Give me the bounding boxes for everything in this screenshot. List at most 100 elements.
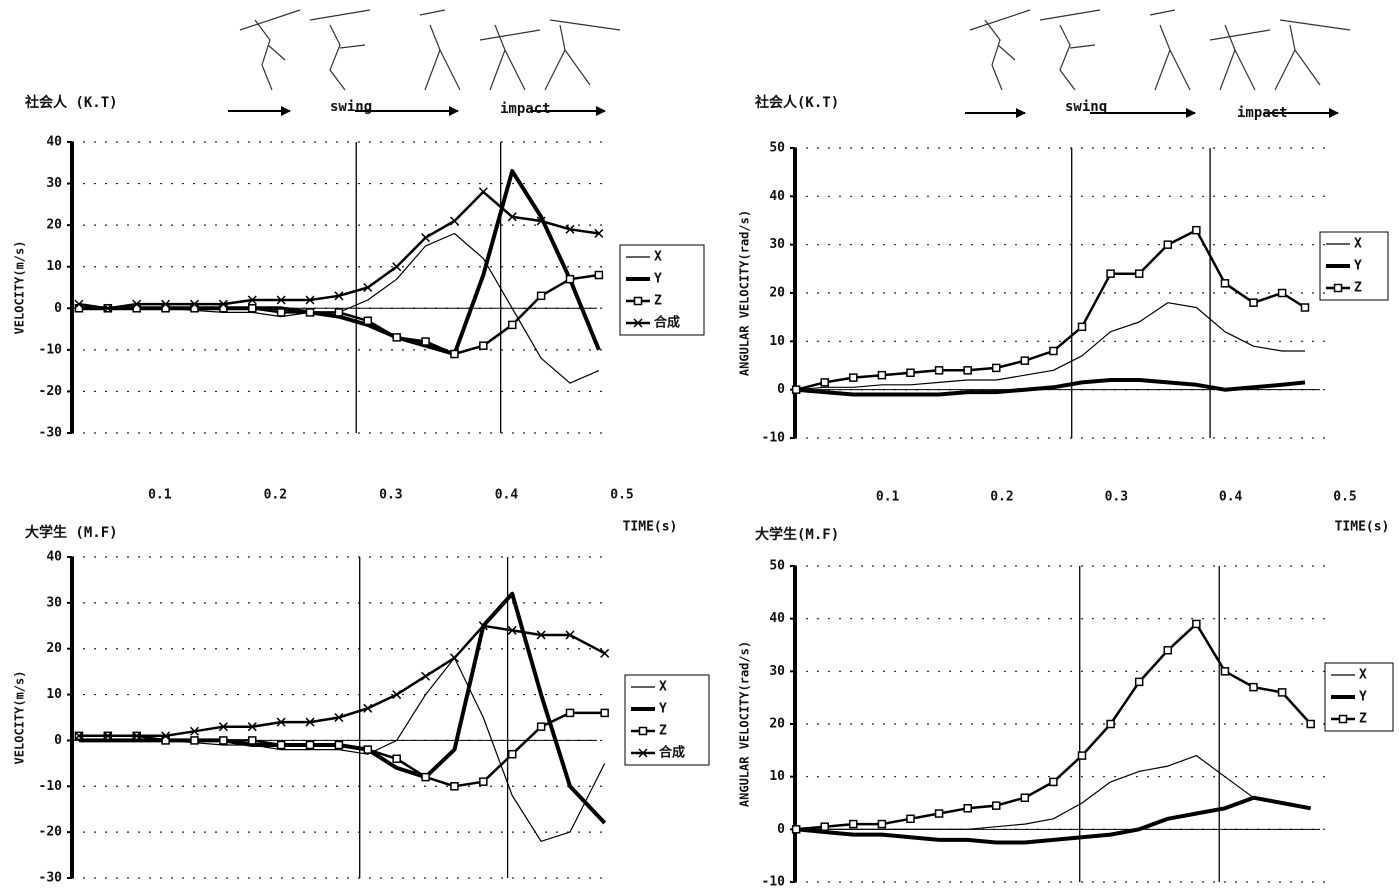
point-marker: [963, 804, 972, 813]
chart: 社会人 (K.T) swing impact VELOCITY(m/s) TIME(s)…: [13, 94, 705, 535]
point-marker: [638, 748, 648, 758]
point-marker: [276, 740, 286, 750]
point-marker: [594, 270, 604, 280]
point-marker: [820, 378, 829, 387]
point-marker: [1338, 714, 1348, 724]
series-line: [78, 190, 600, 310]
x-tick-label: 0.5: [1333, 490, 1356, 505]
point-marker: [934, 366, 944, 375]
point-marker: [421, 233, 431, 243]
series-line: [796, 302, 1305, 391]
annotation: swing: [330, 99, 372, 115]
point-marker: [74, 731, 84, 741]
point-marker: [536, 291, 546, 301]
point-marker: [218, 299, 228, 309]
point-marker: [1249, 298, 1258, 307]
y-tick-label: 30: [46, 595, 62, 610]
y-tick-label: 40: [46, 135, 62, 150]
point-marker: [1077, 751, 1087, 760]
y-tick-label: -30: [39, 871, 63, 886]
y-tick-label: 20: [769, 717, 785, 732]
legend-box: [619, 244, 705, 336]
legend-label: X: [1359, 668, 1367, 683]
point-marker: [363, 703, 373, 713]
point-marker: [392, 262, 402, 272]
chart-title: 大学生(M.F): [755, 526, 839, 543]
point-marker: [594, 228, 604, 238]
series-line: [796, 755, 1311, 830]
chart-title: 大学生 (M.F): [25, 524, 118, 541]
point-marker: [1049, 777, 1058, 787]
point-marker: [479, 341, 488, 350]
y-tick-label: -20: [39, 825, 63, 840]
legend-label: Z: [1354, 281, 1362, 296]
point-marker: [507, 749, 517, 759]
legend-label: Y: [659, 702, 667, 717]
point-marker: [934, 809, 944, 818]
x-tick-label: 0.2: [990, 490, 1013, 505]
series-line: [78, 169, 601, 356]
point-marker: [1333, 283, 1343, 293]
point-marker: [421, 337, 430, 346]
point-marker: [600, 648, 610, 658]
point-marker: [1277, 288, 1287, 298]
legend-label: Y: [654, 272, 662, 287]
point-marker: [421, 671, 431, 681]
y-tick-label: 40: [769, 189, 785, 204]
point-marker: [189, 299, 200, 309]
point-marker: [247, 295, 257, 305]
point-marker: [334, 740, 344, 750]
y-tick-label: 30: [46, 176, 62, 191]
y-tick-label: 10: [46, 259, 62, 274]
point-marker: [334, 291, 344, 301]
point-marker: [991, 801, 1001, 810]
legend-label: Y: [1359, 690, 1367, 705]
point-marker: [247, 722, 257, 732]
series-line: [78, 591, 607, 825]
point-marker: [536, 722, 546, 731]
point-marker: [392, 333, 401, 342]
annotation: impact: [500, 101, 551, 117]
point-marker: [449, 653, 459, 663]
point-marker: [248, 736, 257, 745]
point-marker: [638, 726, 648, 736]
y-tick-label: -30: [39, 426, 63, 441]
y-tick-label: 10: [769, 334, 785, 349]
y-tick-label: 40: [46, 550, 62, 565]
point-marker: [906, 814, 915, 824]
series-line: [795, 378, 1306, 397]
x-tick-label: 0.1: [876, 490, 900, 505]
chart-title: 社会人(K.T): [754, 94, 839, 111]
point-marker: [877, 370, 887, 380]
point-marker: [1220, 667, 1230, 676]
point-marker: [363, 745, 373, 754]
legend-box: [624, 674, 710, 766]
x-tick-label: 0.3: [1105, 490, 1128, 505]
point-marker: [392, 754, 401, 764]
point-marker: [565, 708, 575, 718]
y-tick-label: 50: [769, 559, 785, 574]
series-line: [795, 228, 1306, 391]
point-marker: [189, 726, 200, 736]
legend-label: Y: [1354, 259, 1362, 274]
point-marker: [103, 303, 113, 313]
point-marker: [478, 187, 488, 197]
point-marker: [963, 366, 972, 375]
x-axis-label: TIME(s): [623, 520, 678, 535]
series-line: [78, 657, 606, 842]
legend-label: 合成: [654, 315, 680, 331]
point-marker: [132, 299, 142, 309]
legend-label: Z: [654, 294, 662, 309]
point-marker: [74, 299, 84, 309]
chart-title: 社会人 (K.T): [24, 94, 118, 111]
annotation: impact: [1237, 105, 1288, 121]
legend-label: Z: [1359, 712, 1367, 727]
point-marker: [877, 819, 887, 829]
point-marker: [1134, 269, 1144, 278]
x-tick-label: 0.3: [379, 488, 402, 503]
x-tick-label: 0.4: [1219, 490, 1243, 505]
y-tick-label: -10: [762, 875, 786, 890]
point-marker: [276, 717, 286, 727]
point-marker: [450, 782, 459, 791]
point-marker: [305, 717, 315, 727]
